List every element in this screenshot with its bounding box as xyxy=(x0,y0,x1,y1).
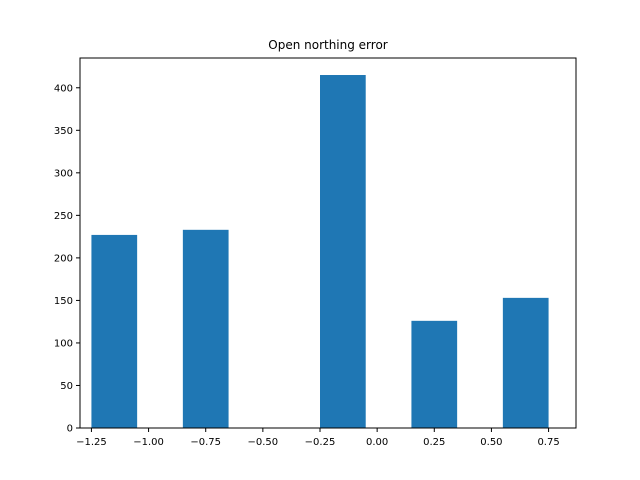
chart-title: Open northing error xyxy=(268,38,388,52)
x-tick-label: 0.75 xyxy=(537,437,559,448)
x-tick-label: −0.50 xyxy=(248,437,279,448)
y-tick-label: 250 xyxy=(54,211,73,222)
y-tick-label: 150 xyxy=(54,296,73,307)
y-tick-label: 100 xyxy=(54,338,73,349)
x-tick-label: −1.25 xyxy=(76,437,107,448)
histogram-bar-1 xyxy=(182,229,229,428)
x-tick-label: −0.75 xyxy=(190,437,221,448)
histogram-bar-0 xyxy=(91,234,138,428)
x-axis: −1.25 −1.00 −0.75 −0.50 −0.25 0.00 0.25 0.50 0.7… xyxy=(76,428,560,448)
y-axis: 0 50 100 150 200 250 300 350 400 xyxy=(54,83,80,435)
x-tick-label: 0.00 xyxy=(366,437,388,448)
y-tick-label: 50 xyxy=(60,381,73,392)
y-tick-label: 0 xyxy=(67,424,73,435)
histogram-bar-2 xyxy=(320,75,366,428)
histogram-bar-3 xyxy=(411,320,458,428)
y-tick-label: 300 xyxy=(54,168,73,179)
histogram-bar-4 xyxy=(502,297,549,428)
x-tick-label: 0.50 xyxy=(480,437,502,448)
plot-frame xyxy=(79,57,577,429)
y-tick-label: 200 xyxy=(54,253,73,264)
x-tick-label: 0.25 xyxy=(423,437,445,448)
y-tick-label: 400 xyxy=(54,83,73,94)
x-tick-label: −0.25 xyxy=(305,437,336,448)
bars-group xyxy=(91,75,549,428)
y-tick-label: 350 xyxy=(54,126,73,137)
x-tick-label: −1.00 xyxy=(133,437,164,448)
